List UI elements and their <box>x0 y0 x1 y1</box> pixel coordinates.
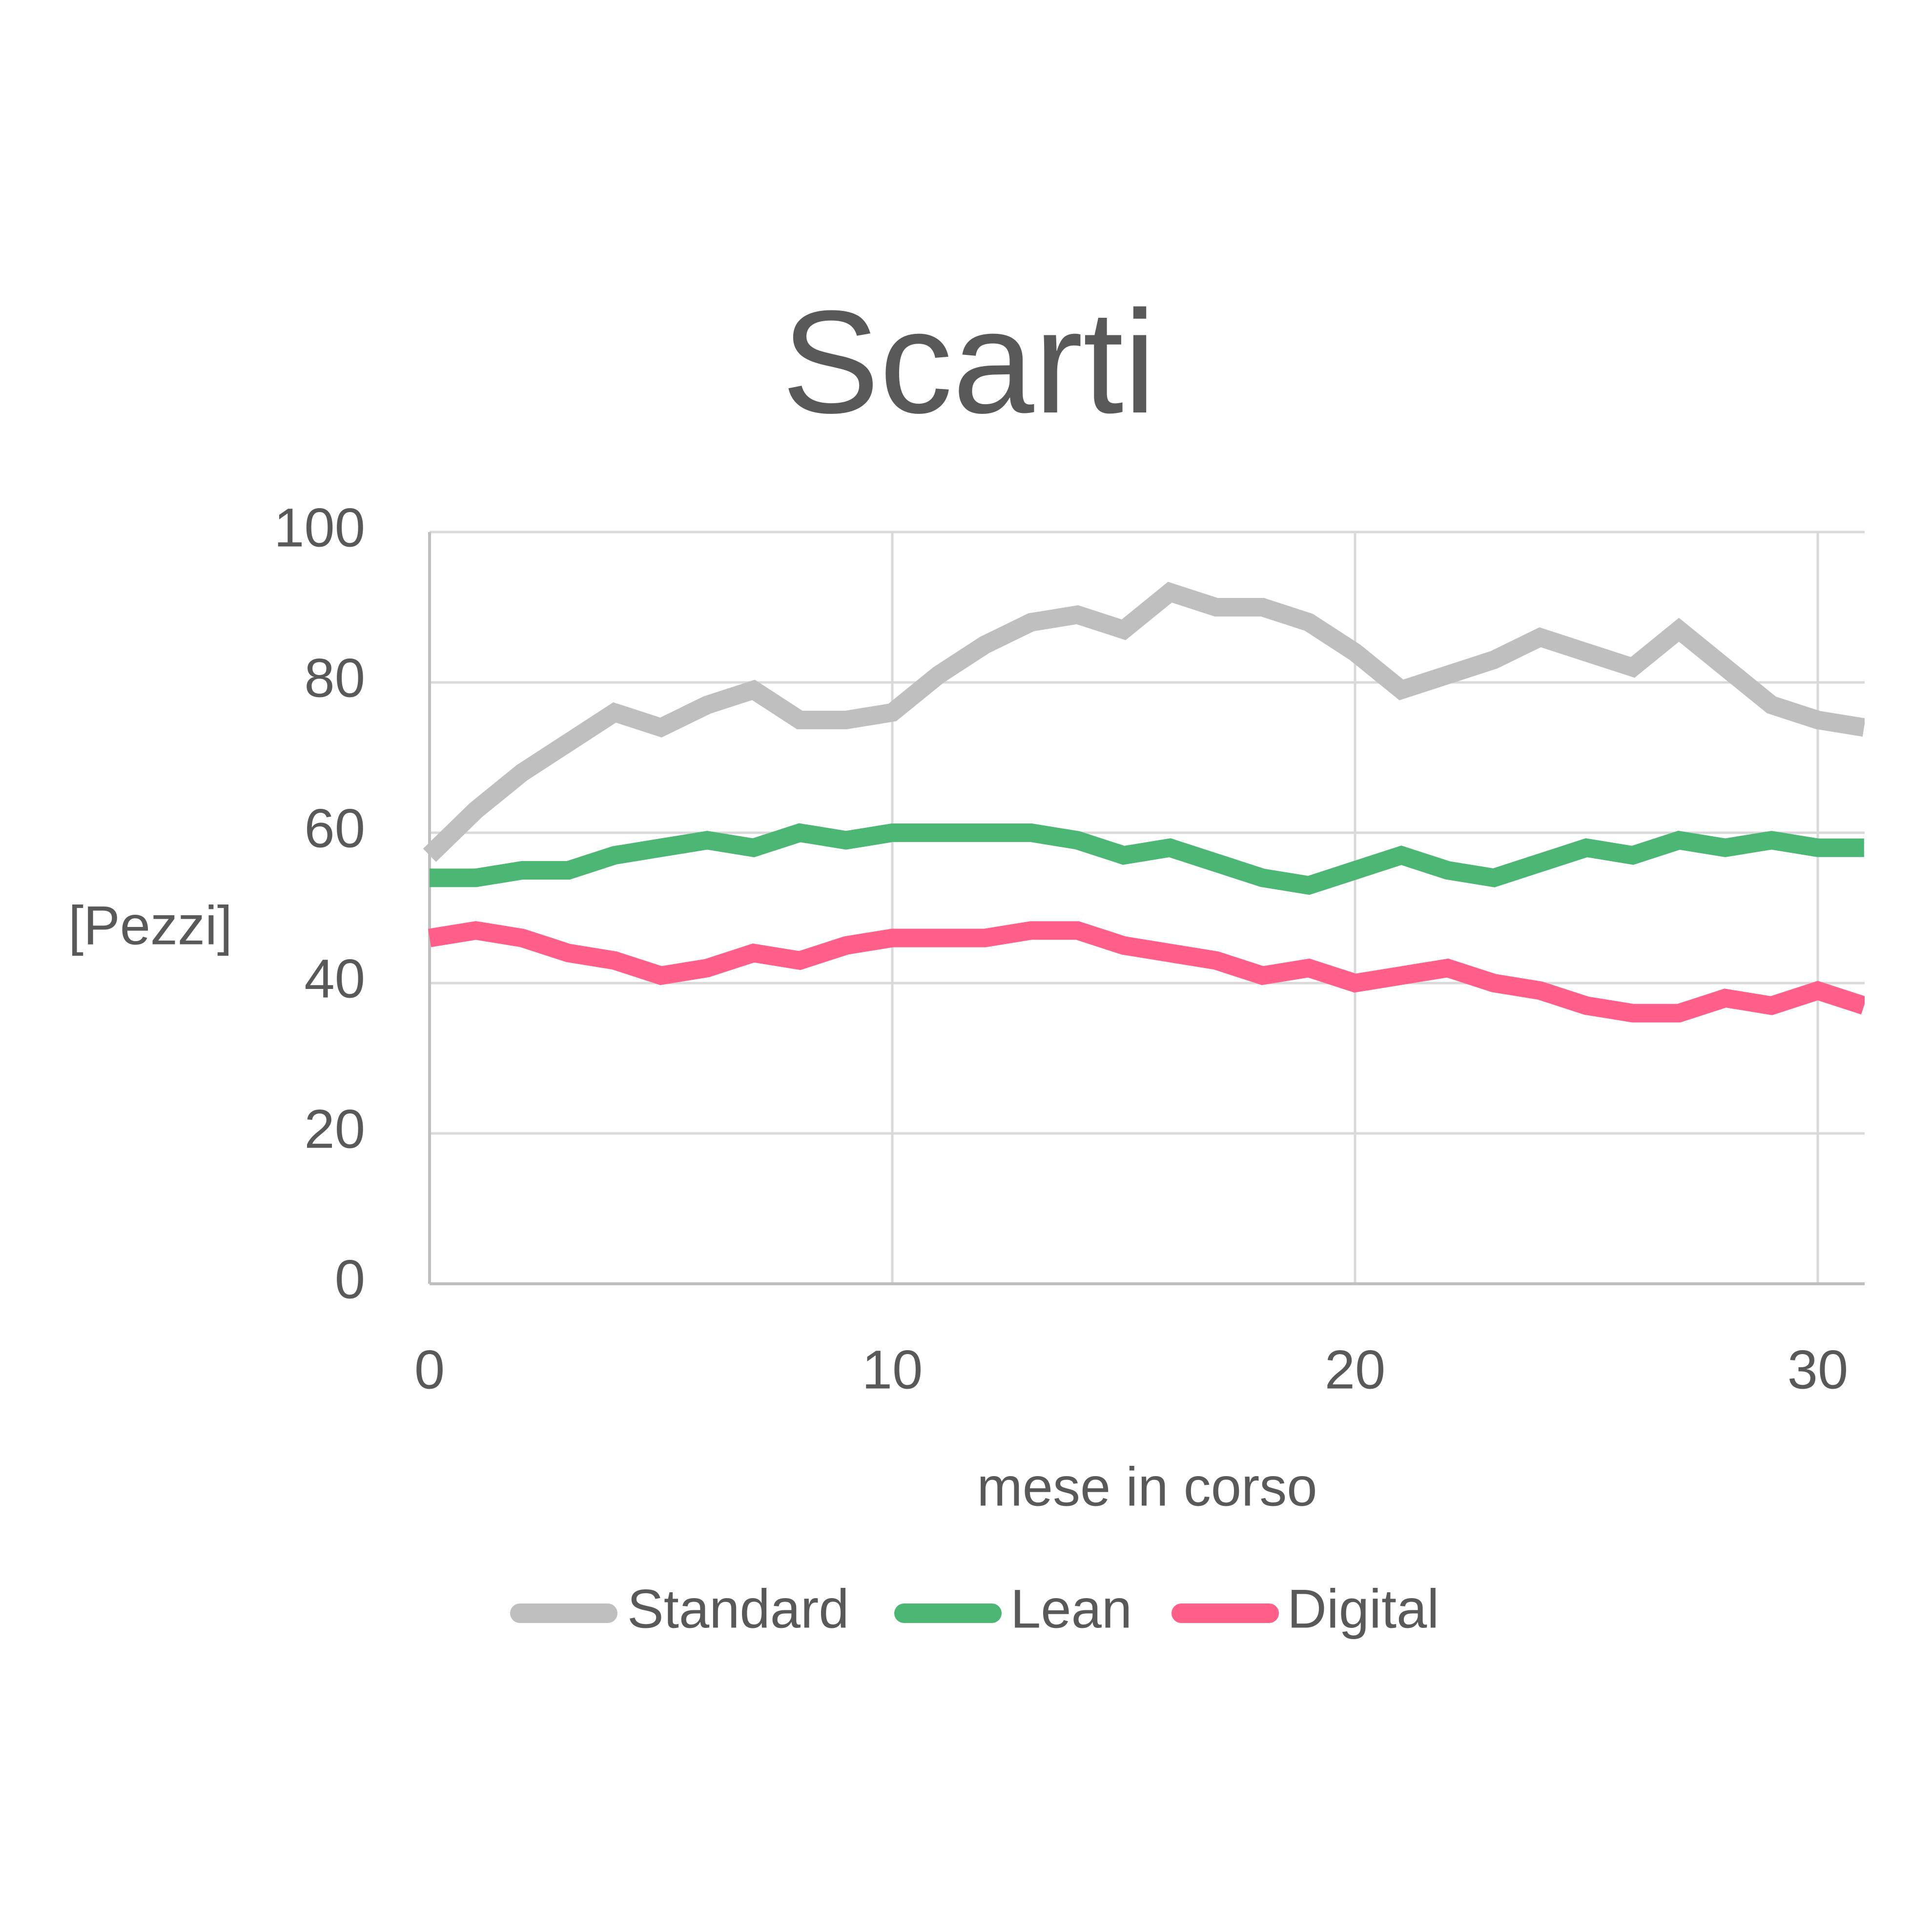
series-lines <box>423 581 1865 1023</box>
series-line-lean <box>430 823 1864 895</box>
y-tick-label: 80 <box>304 648 365 709</box>
x-axis-label: mese in corso <box>977 1457 1317 1518</box>
x-tick-label: 20 <box>1325 1339 1386 1400</box>
x-tick-label: 0 <box>414 1339 445 1400</box>
axes <box>428 532 1865 1285</box>
legend-label: Standard <box>627 1579 849 1640</box>
legend-item-lean: Lean <box>894 1579 1132 1640</box>
legend-item-standard: Standard <box>510 1579 849 1640</box>
legend-item-digital: Digital <box>1172 1579 1439 1640</box>
x-tick-label: 30 <box>1788 1339 1849 1400</box>
y-tick-label: 0 <box>335 1249 365 1310</box>
y-tick-label: 40 <box>304 948 365 1009</box>
legend-label: Lean <box>1010 1579 1132 1640</box>
legend: Standard Lean Digital <box>510 1579 1439 1640</box>
y-tick-label: 100 <box>274 497 365 558</box>
y-axis-label: [Pezzi] <box>68 895 232 956</box>
legend-label: Digital <box>1287 1579 1439 1640</box>
series-line-digital <box>428 921 1865 1023</box>
y-axis-tick-labels: 0 20 40 60 80 100 <box>274 497 365 1310</box>
x-axis-tick-labels: 0 10 20 30 <box>414 1339 1848 1400</box>
y-tick-label: 60 <box>304 798 365 859</box>
series-line-standard <box>423 581 1865 862</box>
chart-title: Scarti <box>782 280 1156 444</box>
x-tick-label: 10 <box>862 1339 923 1400</box>
y-tick-label: 20 <box>304 1099 365 1160</box>
